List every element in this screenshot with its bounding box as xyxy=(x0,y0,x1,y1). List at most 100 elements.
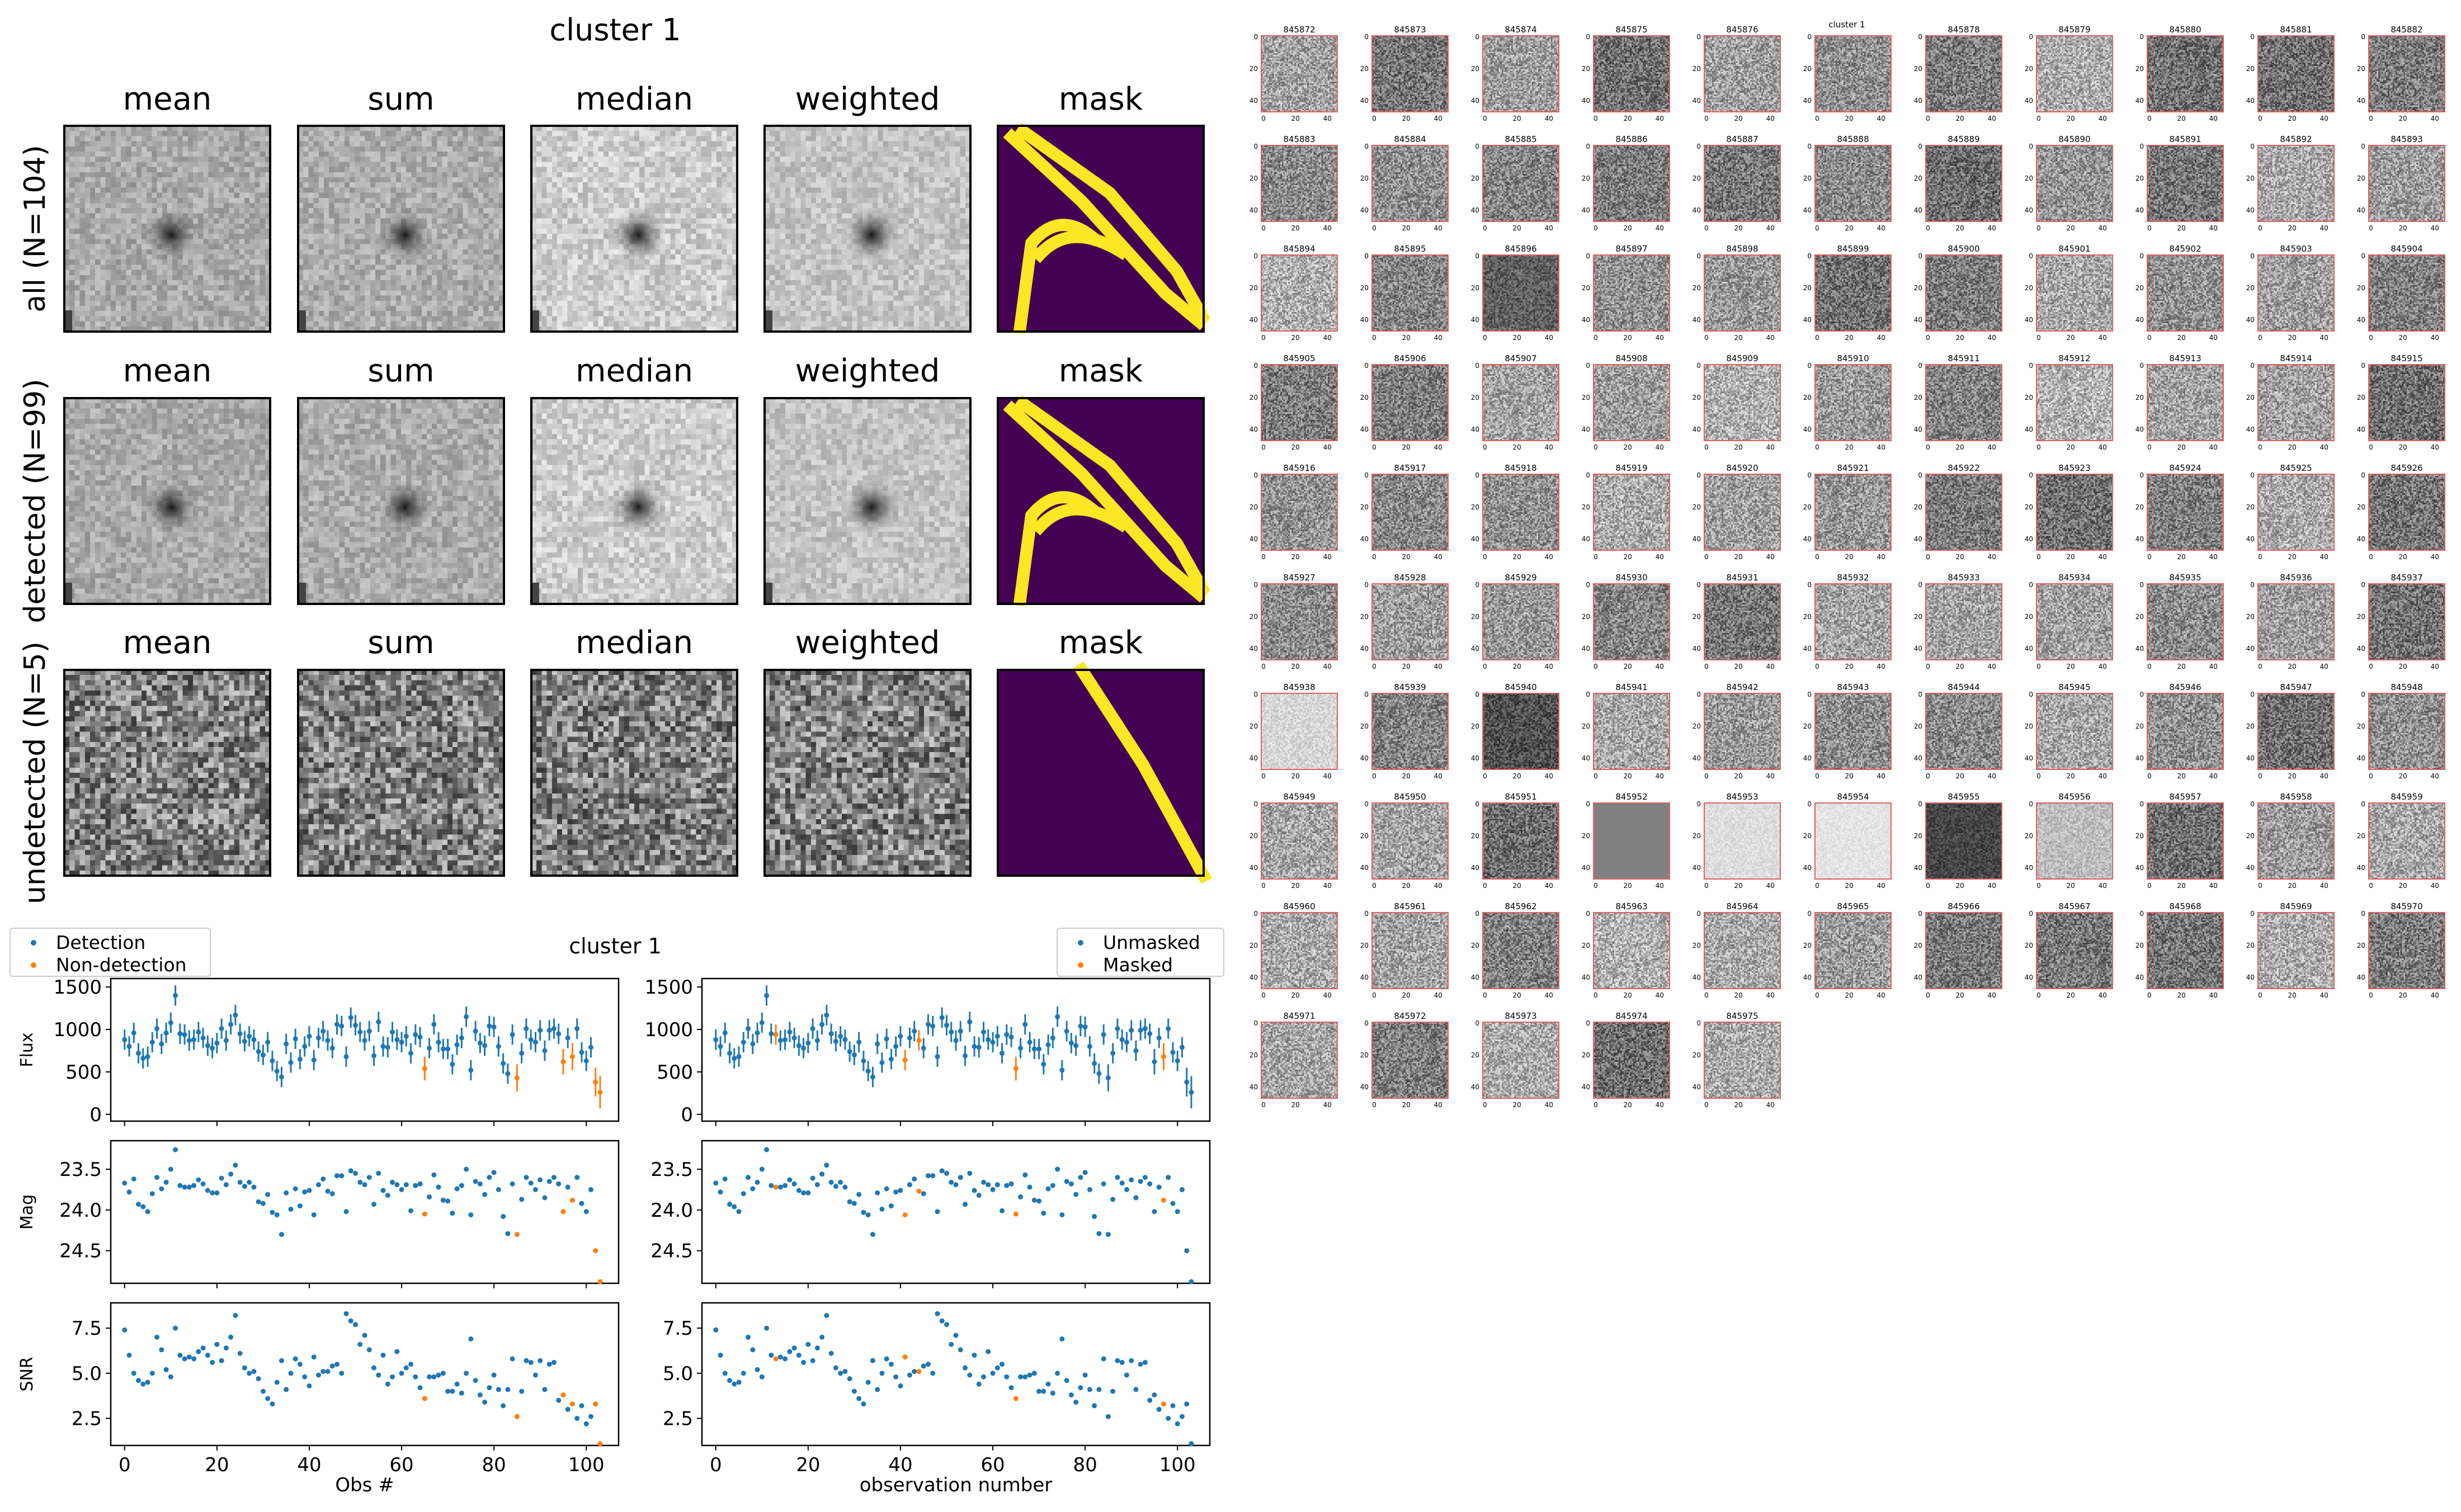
thumbnail-image xyxy=(1261,584,1337,660)
thumbnail-x-tick: 20 xyxy=(1734,991,1742,999)
data-point xyxy=(782,1037,788,1042)
stamp-image xyxy=(298,670,504,876)
thumbnail-frame xyxy=(1814,364,1892,441)
data-point xyxy=(990,1040,996,1045)
thumbnail-frame xyxy=(1814,254,1892,332)
thumbnail-id: 845906 xyxy=(1394,353,1426,363)
data-point xyxy=(1152,1392,1157,1398)
data-point xyxy=(288,1060,294,1065)
data-point xyxy=(759,1166,765,1172)
thumbnail-x-tick: 0 xyxy=(1704,224,1709,232)
data-point xyxy=(718,1043,723,1049)
thumbnail-x-tick: 0 xyxy=(1483,443,1487,451)
data-point xyxy=(450,1388,455,1394)
data-point xyxy=(524,1175,529,1180)
data-point xyxy=(380,1043,386,1049)
thumbnail-y-tick: 0 xyxy=(2250,910,2255,918)
thumbnail-image xyxy=(1704,145,1780,221)
thumbnail-y-tick: 0 xyxy=(1475,581,1479,589)
thumbnail-image xyxy=(1593,36,1670,112)
data-point xyxy=(787,1349,793,1354)
thumbnail-y-tick: 20 xyxy=(2357,65,2365,73)
thumbnail-image xyxy=(2147,255,2223,331)
thumbnail-x-tick: 40 xyxy=(1656,1101,1664,1109)
data-point xyxy=(487,1175,492,1180)
thumbnail-frame xyxy=(1704,254,1781,332)
data-point xyxy=(366,1175,372,1180)
thumbnail-y-tick: 20 xyxy=(1914,942,1922,949)
thumbnail-x-tick: 40 xyxy=(1656,553,1664,561)
thumbnail-image xyxy=(1593,474,1670,550)
data-point xyxy=(122,1037,128,1042)
thumbnail-x-tick: 40 xyxy=(1323,882,1332,890)
thumbnail-x-tick: 20 xyxy=(2288,553,2296,561)
data-point xyxy=(247,1371,252,1376)
column-title: median xyxy=(576,625,693,661)
thumbnail-x-tick: 20 xyxy=(2398,224,2407,232)
data-point xyxy=(1082,1372,1088,1378)
thumbnail-y-tick: 40 xyxy=(2246,645,2255,653)
thumbnail-frame xyxy=(1371,693,1449,770)
data-point xyxy=(1022,1172,1028,1178)
thumbnail-y-tick: 40 xyxy=(1803,864,1812,872)
data-point xyxy=(464,1166,469,1172)
thumbnail-frame xyxy=(2257,693,2335,770)
data-point xyxy=(963,1053,968,1059)
thumbnail-image xyxy=(1704,36,1780,112)
y-tick-label: 23.5 xyxy=(650,1159,693,1181)
thumbnail-y-tick: 40 xyxy=(1250,206,1258,214)
data-point xyxy=(833,1184,838,1189)
data-point xyxy=(1036,1046,1042,1052)
thumbnail-x-tick: 40 xyxy=(1656,224,1664,232)
thumbnail-x-tick: 40 xyxy=(1323,1101,1332,1109)
thumbnail-y-tick: 20 xyxy=(1692,1051,1701,1059)
thumbnail-y-tick: 40 xyxy=(1582,535,1590,543)
data-point xyxy=(307,1033,312,1039)
plot-frame xyxy=(701,1302,1211,1447)
data-point xyxy=(196,1177,201,1183)
thumbnail-id: 845973 xyxy=(1505,1011,1536,1021)
data-point xyxy=(1004,1374,1010,1379)
legend-label: Non-detection xyxy=(56,954,187,976)
data-point xyxy=(436,1040,441,1045)
data-point xyxy=(210,1360,215,1365)
thumbnail-x-tick: 40 xyxy=(1545,772,1553,780)
thumbnail-x-tick: 20 xyxy=(1402,224,1410,232)
thumbnail-y-tick: 40 xyxy=(1471,1083,1479,1091)
thumbnail-x-tick: 40 xyxy=(2099,443,2107,451)
thumbnail-image xyxy=(2147,145,2223,221)
thumbnail-id: 845876 xyxy=(1726,25,1758,35)
data-point xyxy=(884,1036,889,1042)
data-point xyxy=(819,1334,825,1340)
thumbnail-y-tick: 20 xyxy=(1360,65,1369,73)
thumbnail-image xyxy=(2036,584,2113,660)
thumbnail-x-tick: 0 xyxy=(2258,991,2262,999)
data-point xyxy=(791,1035,797,1041)
y-tick-label: 1500 xyxy=(53,976,102,999)
x-tick-label: 60 xyxy=(980,1454,1005,1476)
data-point xyxy=(1031,1046,1037,1052)
data-point xyxy=(546,1028,552,1033)
thumbnail-id: 845895 xyxy=(1394,244,1426,254)
data-point xyxy=(450,1061,455,1067)
thumbnail-x-tick: 20 xyxy=(2398,115,2407,122)
data-point xyxy=(574,1026,580,1032)
thumbnail-y-tick: 0 xyxy=(2361,252,2365,260)
data-point xyxy=(787,1029,793,1035)
thumbnail-y-tick: 20 xyxy=(1471,1051,1479,1059)
thumbnail-image xyxy=(1593,913,1670,989)
thumbnail-y-tick: 20 xyxy=(2246,65,2255,73)
thumbnail-x-tick: 20 xyxy=(1845,991,1853,999)
thumbnail-id: 845974 xyxy=(1615,1011,1647,1021)
data-point xyxy=(588,1187,593,1192)
data-point xyxy=(556,1397,562,1403)
thumbnail-frame xyxy=(2368,802,2445,880)
thumbnail-frame xyxy=(2036,474,2113,551)
